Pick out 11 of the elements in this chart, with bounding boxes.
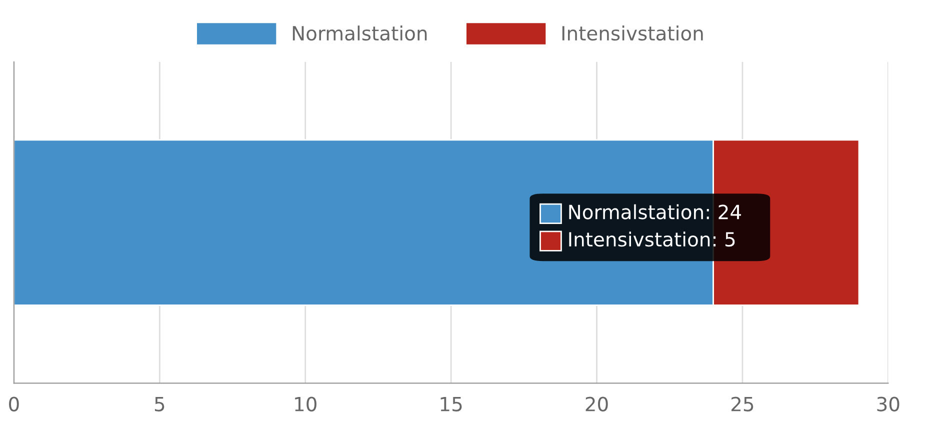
x-tick-label: 30 — [877, 396, 900, 412]
annotation: Normalstation: 24 — [569, 204, 741, 220]
x-tick-label: 5 — [154, 397, 164, 412]
x-tick-label: 25 — [732, 396, 754, 412]
annotation: Intensivstation: 5 — [569, 232, 735, 247]
x-tick-label: 0 — [9, 396, 19, 412]
legend-label: Intensivstation — [562, 26, 703, 41]
x-tick-label: 10 — [295, 396, 316, 412]
legend-label: Normalstation — [292, 26, 427, 41]
x-tick-label: 15 — [440, 397, 462, 412]
x-tick-label: 20 — [586, 396, 608, 412]
